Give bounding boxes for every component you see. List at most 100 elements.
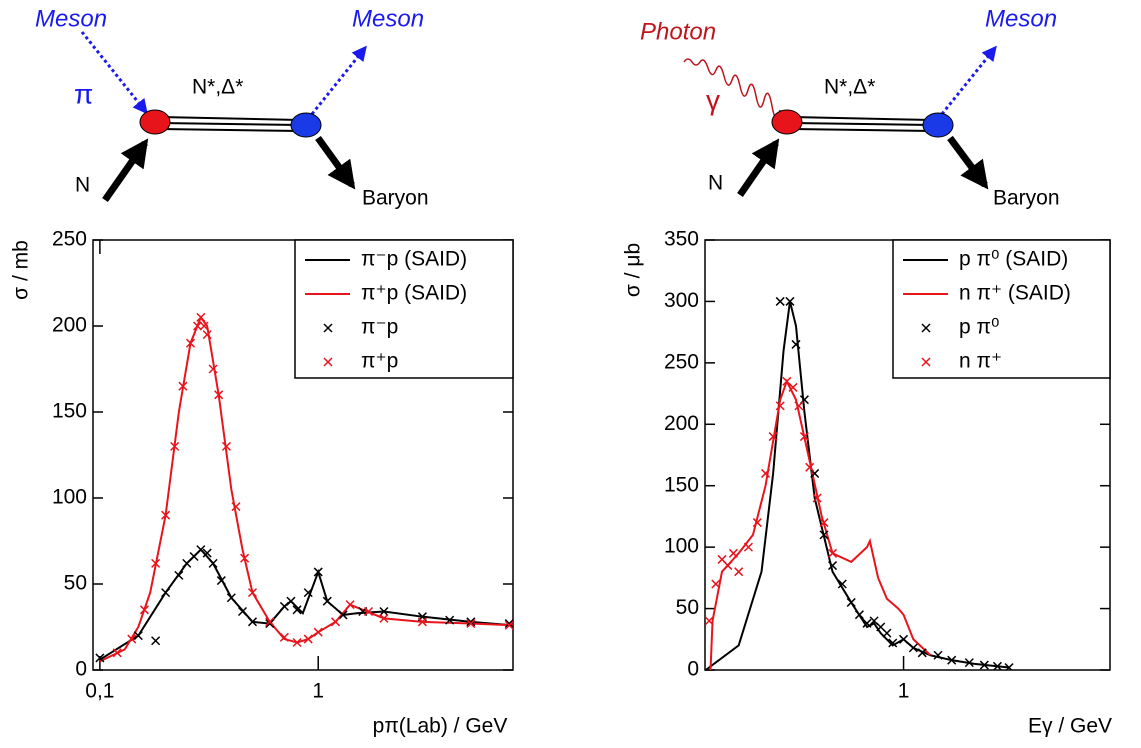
marker [379, 606, 389, 617]
legend-marker [921, 357, 931, 367]
vertex [139, 109, 171, 135]
legend-label: π⁺p [361, 350, 398, 373]
marker [196, 545, 206, 555]
y-tick-label: 150 [664, 473, 699, 496]
plot-area [95, 312, 513, 663]
marker [734, 567, 744, 577]
marker [279, 601, 289, 611]
marker [466, 617, 476, 627]
marker [127, 634, 137, 644]
marker [862, 618, 872, 628]
x-tick-label: 1 [312, 680, 324, 703]
x-axis-label: Eγ / GeV [1028, 715, 1112, 738]
label: N*,Δ* [824, 76, 875, 99]
plot-area [705, 296, 1014, 670]
marker [752, 518, 762, 528]
marker [799, 432, 809, 442]
marker [761, 468, 771, 478]
marker [279, 632, 289, 642]
marker [189, 551, 199, 562]
marker [202, 548, 212, 558]
marker [174, 570, 184, 580]
marker [846, 597, 856, 607]
meson-line [310, 45, 367, 115]
marker [303, 634, 313, 644]
x-axis-label: pπ(Lab) / GeV [373, 715, 508, 738]
marker [182, 558, 192, 568]
marker [214, 390, 224, 400]
label: γ [706, 84, 720, 115]
marker [292, 637, 302, 648]
marker [313, 627, 323, 637]
label: N*,Δ* [192, 76, 243, 99]
marker [728, 548, 738, 558]
legend: π⁻p (SAID) π⁺p (SAID) π⁻p π⁺p [294, 239, 514, 379]
baryon-line [315, 135, 356, 190]
legend-marker [921, 323, 931, 333]
marker [705, 616, 714, 626]
chart: 0 50 100 150 200 250 300 350 1 σ / μb Eγ / GeV p π⁰… [622, 228, 1112, 738]
marker [237, 606, 248, 617]
marker [192, 321, 203, 331]
marker [979, 660, 989, 670]
marker [785, 296, 795, 306]
marker [992, 661, 1002, 670]
marker [133, 631, 143, 641]
baryon-line [947, 135, 989, 190]
marker [247, 617, 258, 627]
legend-marker [323, 323, 333, 333]
label: π [74, 78, 93, 109]
diagram-right: Photon γ N*,Δ* N Meson Baryon [640, 5, 1060, 209]
y-tick-label: 100 [664, 535, 699, 558]
y-tick-label: 200 [664, 412, 699, 435]
y-tick-label: 50 [676, 596, 699, 619]
marker [504, 620, 513, 630]
marker [788, 382, 798, 392]
marker [196, 312, 206, 322]
marker [794, 401, 804, 411]
y-tick-label: 350 [664, 228, 699, 251]
y-axis-label: σ / mb [10, 240, 33, 300]
label: N [75, 174, 90, 197]
y-axis-label: σ / μb [622, 243, 645, 297]
marker [221, 441, 232, 451]
diagram-left: Meson π N*,Δ* N Meson Baryon [35, 5, 429, 209]
resonance-line [791, 116, 933, 132]
marker [292, 605, 302, 615]
marker [338, 610, 348, 620]
marker [445, 615, 455, 625]
marker [819, 518, 829, 528]
marker [775, 296, 785, 306]
marker [345, 600, 355, 610]
marker [775, 401, 785, 411]
marker [216, 576, 226, 586]
marker [112, 648, 122, 658]
y-tick-label: 250 [52, 228, 87, 251]
legend-label: π⁻p (SAID) [361, 248, 467, 271]
vertex [290, 112, 322, 138]
label: Baryon [993, 187, 1060, 210]
marker [322, 596, 332, 606]
vertex [922, 112, 954, 138]
marker [379, 613, 389, 623]
y-tick-label: 300 [664, 289, 699, 312]
marker [964, 658, 974, 668]
marker [812, 493, 822, 503]
legend-label: π⁺p (SAID) [361, 282, 467, 305]
nucleon-line [102, 138, 149, 203]
vertex [771, 109, 803, 135]
y-tick-label: 50 [64, 572, 87, 595]
marker [231, 502, 241, 512]
marker [265, 619, 275, 629]
label: N [708, 172, 723, 195]
y-tick-label: 200 [52, 314, 87, 337]
marker [208, 558, 218, 568]
marker [95, 653, 105, 663]
marker [151, 558, 161, 568]
marker [161, 588, 171, 598]
nucleon-line [737, 138, 780, 197]
marker [711, 579, 721, 589]
marker [882, 628, 892, 638]
x-tick-label: 0,1 [85, 680, 114, 703]
